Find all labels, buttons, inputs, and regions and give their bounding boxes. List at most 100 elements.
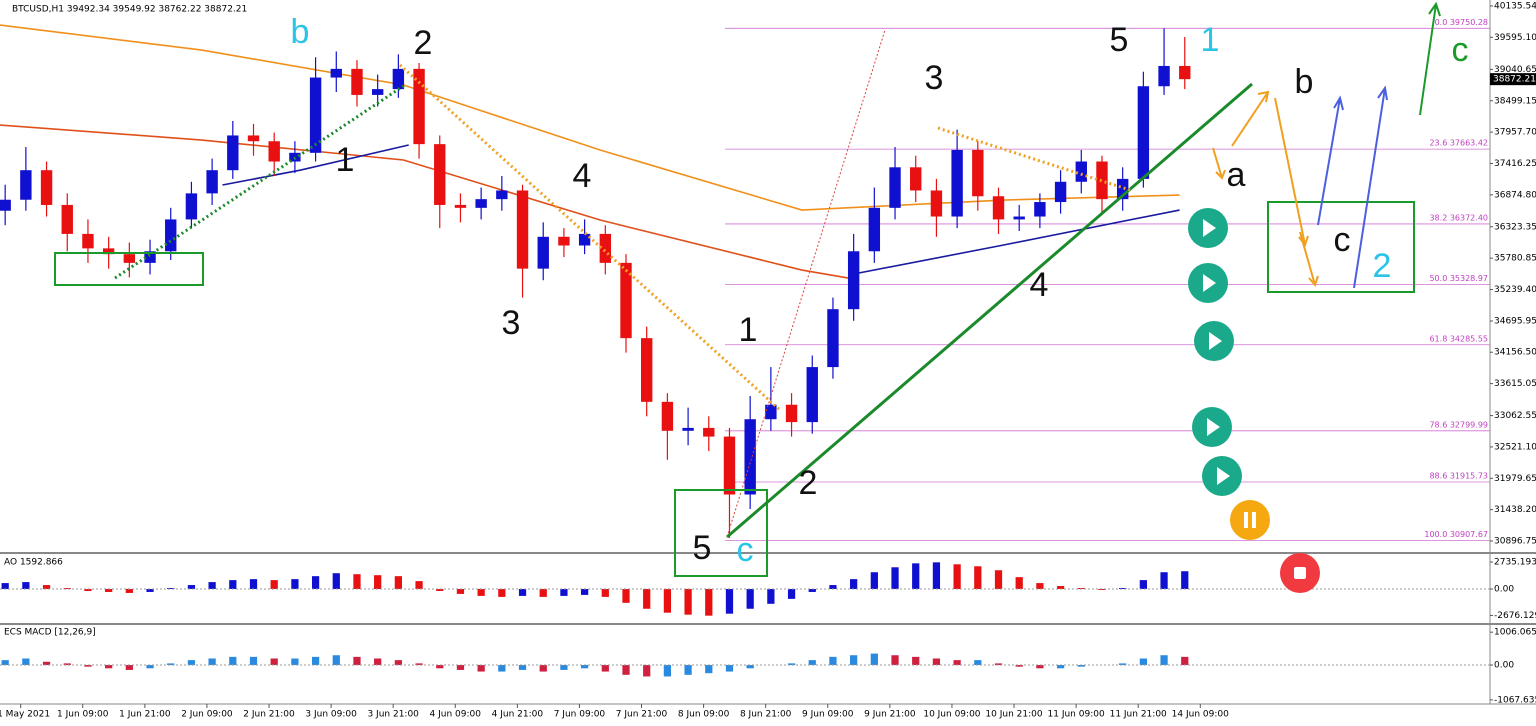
indicator-bar [705,589,713,616]
candle-body [972,149,984,197]
x-tick-label: 1 Jun 21:00 [119,710,171,720]
indicator-bar [1160,572,1168,589]
indicator-bar [42,661,51,666]
candle-body [268,141,280,162]
indicator-bar [167,588,175,589]
fib-label: 61.8 34285.55 [1429,334,1488,343]
chart-header: BTCUSD,H1 39492.34 39549.92 38762.22 388… [12,5,247,15]
indicator-bar [105,665,113,669]
candle-body [1013,216,1025,220]
indicator-bar [1139,658,1147,666]
candle-body [351,68,363,95]
fib-label: 100.0 30907.67 [1424,530,1488,539]
y-tick-label: 30896.75 [1494,537,1536,547]
candle-body [309,77,322,153]
indicator-bar [270,580,278,589]
play-button[interactable] [1188,208,1228,248]
indicator-bar [891,567,899,589]
indicator-bar [1139,580,1147,589]
indicator-bar [436,665,444,669]
y-tick-label: 39595.10 [1494,33,1536,43]
candle-body [930,190,943,217]
indicator-bar [436,589,444,591]
wave-label: c [1452,31,1469,69]
indicator-bar [353,656,361,666]
arrow [1212,147,1226,180]
zone-box [1267,201,1415,293]
indicator-bar [415,581,423,589]
candle-body [392,68,405,90]
indicator-bar [829,656,837,666]
indicator-bar [539,589,547,597]
indicator-bar [498,589,506,597]
indicator-bar [63,588,71,589]
candle-body [247,135,260,142]
current-price-box [1490,73,1536,86]
y-tick-label: 37957.70 [1494,128,1536,138]
indicator-bar [229,580,237,589]
indicator-bar [22,582,30,589]
indicator-bar [932,658,941,666]
candle-body [847,251,860,310]
indicator-bar [643,665,651,677]
candle-body [227,135,239,171]
indicator-bar [208,582,216,589]
y-tick-label: 31438.20 [1494,505,1536,515]
indicator-bar [1056,586,1065,589]
y-tick-label: 35239.40 [1494,285,1536,295]
x-tick-label: 7 Jun 09:00 [554,710,606,720]
indicator-bar [829,585,837,589]
indicator-bar [912,656,920,666]
indicator-bar [622,589,630,603]
wave-label: 2 [799,464,818,502]
indicator-bar [374,575,382,589]
indicator-bar [601,589,609,597]
arrow [1274,97,1309,248]
wave-label: 3 [925,59,944,97]
trend-line [726,29,886,538]
play-button[interactable] [1194,321,1234,361]
indicator-bar [808,660,816,666]
y-tick-label: 1006.0658 [1494,628,1536,638]
x-tick-label: 3 Jun 21:00 [367,710,419,720]
candle-body [475,199,487,208]
indicator-bar [311,576,320,589]
play-button[interactable] [1192,407,1232,447]
indicator-bar [539,665,547,672]
indicator-bar [394,576,402,589]
indicator-bar [560,665,568,670]
x-tick-label: 2 Jun 09:00 [181,710,233,720]
indicator-bar [291,658,299,666]
stop-button[interactable] [1280,553,1320,593]
candle-body [1054,181,1067,203]
candle-body [40,170,53,205]
current-price-label: 38872.21 [1493,75,1536,85]
candle-body [537,236,549,269]
y-tick-label: 2735.193 [1494,557,1536,567]
indicator-bar [974,566,982,589]
indicator-bar [725,665,734,672]
candle-body [641,338,653,402]
x-tick-label: 10 Jun 09:00 [923,710,980,720]
play-button[interactable] [1188,263,1228,303]
indicator-bar [84,589,92,591]
arrows [1212,90,1319,287]
y-tick-label: 35780.85 [1494,254,1536,264]
y-tick-label: 38499.15 [1494,96,1536,106]
play-button[interactable] [1202,456,1242,496]
y-tick-label: 36874.80 [1494,190,1536,200]
x-tick-label: 4 Jun 09:00 [430,710,482,720]
indicator-bar [1036,665,1044,669]
x-tick-label: 1 Jun 09:00 [57,710,109,720]
media-buttons[interactable] [1188,208,1320,593]
wave-label: b [291,13,310,51]
pause-button[interactable] [1230,500,1270,540]
candle-body [330,68,342,78]
indicator-bar [353,574,361,589]
indicator-bar [42,585,51,589]
indicator-bar [974,660,982,666]
y-tick-label: -2676.129 [1494,611,1536,621]
indicator-bar [498,665,506,672]
x-tick-label: 2 Jun 21:00 [243,710,295,720]
candle-body [889,167,901,208]
